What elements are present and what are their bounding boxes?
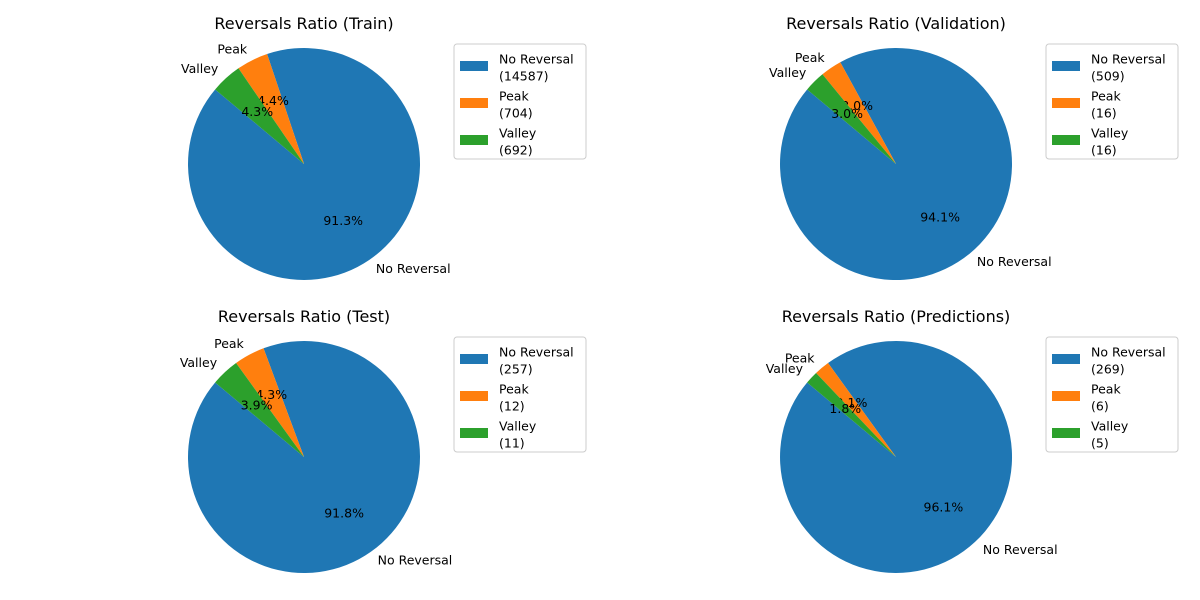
legend-swatch-peak xyxy=(1052,391,1080,401)
pie-chart-0: Reversals Ratio (Train) 91.3% No Reversal 4… xyxy=(181,14,587,280)
legend-label: Valley xyxy=(1091,126,1129,141)
legend-label: (6) xyxy=(1091,399,1109,414)
pie-slice-no-reversal xyxy=(188,341,421,574)
slice-percent-label: 94.1% xyxy=(920,209,960,224)
legend: No Reversal (257) Peak (12) Valley (11) xyxy=(453,336,587,453)
legend-frame xyxy=(1045,336,1179,453)
slice-label-no-reversal: No Reversal xyxy=(983,542,1058,557)
pie-slice-peak xyxy=(816,362,896,457)
legend-swatch-peak xyxy=(460,391,488,401)
legend-label: Peak xyxy=(499,382,529,397)
legend-label: Valley xyxy=(499,126,537,141)
legend-frame xyxy=(453,43,587,160)
chart-title: Reversals Ratio (Train) xyxy=(214,14,393,33)
legend-label: (16) xyxy=(1091,106,1117,121)
legend-label: (14587) xyxy=(499,69,549,84)
pie-slice-valley xyxy=(807,372,896,457)
legend-swatch-valley xyxy=(460,135,488,145)
pie-slice-valley xyxy=(215,362,304,457)
legend-label: No Reversal xyxy=(1091,345,1166,360)
legend-label: (257) xyxy=(499,362,533,377)
legend-label: (11) xyxy=(499,436,525,451)
slice-percent-label: 91.3% xyxy=(323,213,363,228)
legend: No Reversal (14587) Peak (704) Valley (692) xyxy=(453,43,587,160)
legend-swatch-valley xyxy=(460,428,488,438)
legend-label: Peak xyxy=(1091,382,1121,397)
pie-slice-no-reversal xyxy=(780,47,1013,280)
pie-slice-valley xyxy=(807,74,896,164)
chart-title: Reversals Ratio (Predictions) xyxy=(782,307,1011,326)
slice-label-no-reversal: No Reversal xyxy=(376,261,451,276)
pie-chart-1: Reversals Ratio (Validation) 94.1% No Reve… xyxy=(769,14,1179,280)
slice-percent-label: 4.3% xyxy=(241,104,273,119)
slice-percent-label: 1.8% xyxy=(829,401,861,416)
pie-slice-valley xyxy=(215,68,304,164)
legend: No Reversal (269) Peak (6) Valley (5) xyxy=(1045,336,1179,453)
legend-swatch-no-reversal xyxy=(460,354,488,364)
legend-swatch-valley xyxy=(1052,135,1080,145)
legend-frame xyxy=(453,336,587,453)
slice-label-valley: Valley xyxy=(180,355,218,370)
pie-slice-peak xyxy=(238,54,304,164)
slice-percent-label: 4.4% xyxy=(257,93,289,108)
chart-title: Reversals Ratio (Validation) xyxy=(786,14,1006,33)
slice-label-peak: Peak xyxy=(785,350,815,365)
pie-slice-peak xyxy=(236,348,304,457)
legend: No Reversal (509) Peak (16) Valley (16) xyxy=(1045,43,1179,160)
slice-label-valley: Valley xyxy=(766,361,804,376)
slice-label-no-reversal: No Reversal xyxy=(977,254,1052,269)
slice-percent-label: 91.8% xyxy=(324,505,364,520)
legend-label: (509) xyxy=(1091,69,1125,84)
chart-title: Reversals Ratio (Test) xyxy=(218,307,390,326)
legend-label: (269) xyxy=(1091,362,1125,377)
slice-label-valley: Valley xyxy=(769,65,807,80)
pie-slice-peak xyxy=(822,62,896,165)
pie-slice-no-reversal xyxy=(780,340,1013,573)
legend-swatch-no-reversal xyxy=(460,61,488,71)
slice-label-valley: Valley xyxy=(181,61,219,76)
slice-label-peak: Peak xyxy=(214,336,244,351)
legend-label: (16) xyxy=(1091,143,1117,158)
legend-label: (704) xyxy=(499,106,533,121)
legend-label: Peak xyxy=(499,89,529,104)
legend-frame xyxy=(1045,43,1179,160)
legend-label: Peak xyxy=(1091,89,1121,104)
legend-swatch-peak xyxy=(1052,98,1080,108)
slice-label-peak: Peak xyxy=(217,41,247,56)
legend-label: No Reversal xyxy=(499,345,574,360)
legend-label: No Reversal xyxy=(499,52,574,67)
legend-swatch-valley xyxy=(1052,428,1080,438)
slice-percent-label: 96.1% xyxy=(924,500,964,515)
pie-slice-no-reversal xyxy=(188,47,421,280)
slice-percent-label: 4.3% xyxy=(255,387,287,402)
legend-label: (5) xyxy=(1091,436,1109,451)
pie-chart-3: Reversals Ratio (Predictions) 96.1% No Rev… xyxy=(766,307,1179,573)
legend-label: No Reversal xyxy=(1091,52,1166,67)
slice-percent-label: 3.0% xyxy=(831,106,863,121)
slice-label-peak: Peak xyxy=(795,50,825,65)
slice-percent-label: 3.9% xyxy=(241,398,273,413)
legend-label: (12) xyxy=(499,399,525,414)
legend-swatch-no-reversal xyxy=(1052,354,1080,364)
legend-swatch-no-reversal xyxy=(1052,61,1080,71)
slice-label-no-reversal: No Reversal xyxy=(378,553,453,568)
legend-label: Valley xyxy=(1091,419,1129,434)
legend-swatch-peak xyxy=(460,98,488,108)
pie-chart-2: Reversals Ratio (Test) 91.8% No Reversal 4.… xyxy=(180,307,587,574)
legend-label: (692) xyxy=(499,143,533,158)
legend-label: Valley xyxy=(499,419,537,434)
